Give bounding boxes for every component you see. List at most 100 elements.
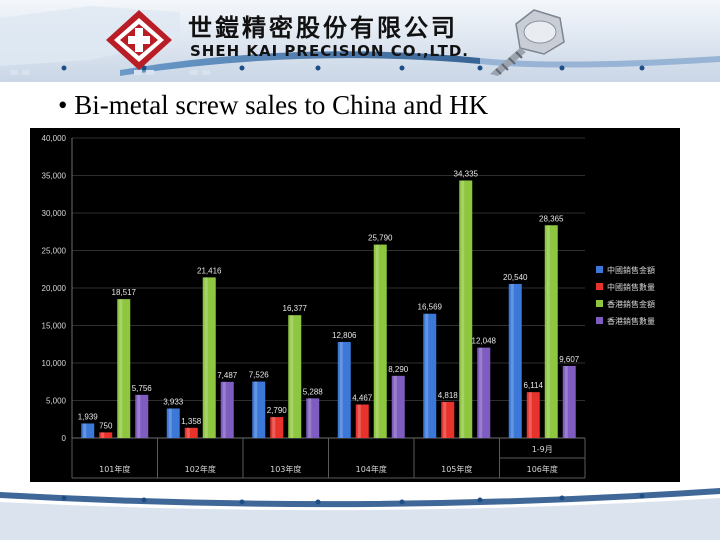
data-label: 34,335 [454,169,479,178]
bar-3-104年度 [373,244,387,438]
data-label: 20,540 [503,273,528,282]
bar-highlight [168,408,172,438]
legend-label: 中國銷售金額 [607,265,655,275]
data-label: 18,517 [112,288,137,297]
bar-highlight [339,341,343,438]
legend-label: 中國銷售數量 [607,282,655,292]
data-label: 4,818 [438,391,459,400]
bar-4-102年度 [220,381,234,438]
bar-highlight [461,180,465,439]
legend-swatch [596,283,603,290]
bar-3-101年度 [117,299,131,438]
category-note: 1-9月 [532,445,553,454]
bar-1-103年度 [252,381,266,438]
x-tick-label: 106年度 [527,464,558,474]
x-tick-label: 101年度 [99,464,130,474]
bar-highlight [375,244,379,438]
data-label: 9,607 [559,355,580,364]
legend-swatch [596,266,603,273]
bar-4-101年度 [135,394,149,438]
y-tick-label: 0 [62,434,67,443]
bar-highlight [479,347,483,438]
data-label: 8,290 [388,365,409,374]
data-label: 21,416 [197,266,222,275]
x-tick-label: 103年度 [270,464,301,474]
data-label: 25,790 [368,234,393,243]
bar-highlight [204,277,208,438]
bar-1-104年度 [337,341,351,438]
bar-2-105年度 [441,401,455,438]
data-label: 4,467 [352,393,373,402]
bar-highlight [357,404,361,438]
y-tick-label: 20,000 [42,284,67,293]
sales-chart: 0 5,000 10,000 15,000 20,000 25,000 30,000 35,0… [30,128,680,482]
bar-3-103年度 [288,315,302,438]
slide-header: 世鎧精密股份有限公司 SHEH KAI PRECISION CO.,LTD. [0,0,720,82]
bar-highlight [119,299,123,438]
bar-highlight [222,381,226,438]
y-tick-label: 25,000 [42,247,67,256]
sk-logo-icon [106,10,172,70]
bar-highlight [528,392,532,438]
bar-3-105年度 [459,180,473,439]
data-label: 28,365 [539,214,564,223]
bar-highlight [564,365,568,438]
data-label: 7,526 [249,371,270,380]
bar-2-103年度 [270,417,284,438]
bar-highlight [83,423,87,438]
data-label: 5,288 [303,387,324,396]
bar-highlight [546,225,550,438]
data-label: 12,806 [332,331,357,340]
x-tick-label: 104年度 [356,464,387,474]
y-tick-label: 10,000 [42,359,67,368]
bar-1-106年度 [508,283,522,438]
company-name-chinese: 世鎧精密股份有限公司 [188,14,458,42]
data-label: 16,569 [418,303,443,312]
title-text: Bi-metal screw sales to China and HK [74,90,489,120]
bar-highlight [393,375,397,438]
bar-highlight [272,417,276,438]
bar-1-102年度 [166,408,180,438]
footer-decoration [0,488,720,540]
data-label: 3,933 [163,398,184,407]
bar-highlight [510,283,514,438]
bar-highlight [137,394,141,438]
legend-swatch [596,300,603,307]
y-tick-label: 5,000 [46,397,67,406]
data-label: 2,790 [267,406,288,415]
y-tick-label: 30,000 [42,209,67,218]
legend-label: 香港銷售數量 [607,316,655,326]
data-label: 1,358 [181,417,202,426]
data-label: 5,756 [132,384,153,393]
company-name-english: SHEH KAI PRECISION CO.,LTD. [190,42,469,60]
x-tick-label: 105年度 [441,464,472,474]
bar-2-104年度 [355,404,369,438]
bar-4-105年度 [477,347,491,438]
title-bullet: • [58,90,68,120]
bar-highlight [101,432,105,438]
bar-4-106年度 [562,365,576,438]
data-label: 750 [99,421,113,430]
data-label: 1,939 [78,412,99,421]
bar-2-106年度 [526,392,540,438]
bar-2-102年度 [184,427,198,438]
screw-icon [490,9,565,76]
data-label: 6,114 [524,381,544,390]
bar-2-101年度 [99,432,113,438]
data-label: 16,377 [283,304,308,313]
bar-highlight [443,401,447,438]
data-label: 12,048 [472,337,497,346]
bar-highlight [290,315,294,438]
bar-3-106年度 [544,225,558,438]
data-label: 7,487 [217,371,238,380]
y-tick-label: 40,000 [42,134,67,143]
bar-3-102年度 [202,277,216,438]
bar-highlight [425,313,429,438]
legend-swatch [596,317,603,324]
bar-1-101年度 [81,423,95,438]
legend-label: 香港銷售金額 [607,299,655,309]
x-tick-label: 102年度 [185,464,216,474]
bar-highlight [254,381,258,438]
y-tick-label: 15,000 [42,322,67,331]
bar-highlight [308,398,312,438]
